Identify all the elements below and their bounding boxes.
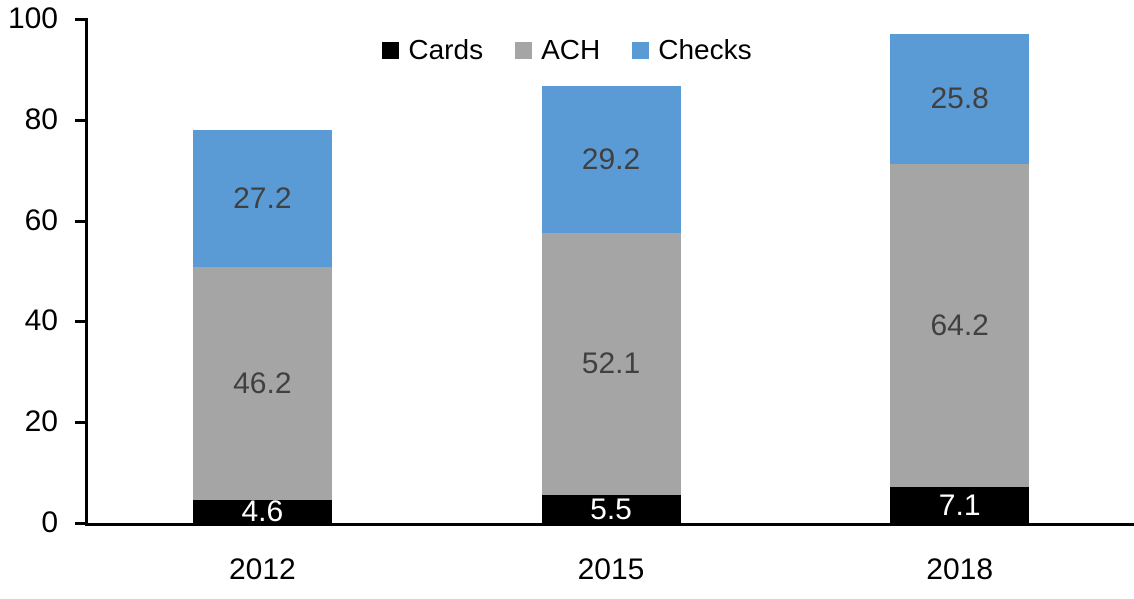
y-axis-tick	[75, 421, 88, 425]
bar-segment-cards-2012: 4.6	[192, 496, 332, 527]
bar-value-label: 27.2	[233, 181, 292, 215]
bar-segment-cards-2018: 7.1	[890, 487, 1030, 523]
legend-label: Checks	[658, 34, 752, 65]
bar-value-label: 7.1	[938, 488, 981, 522]
x-axis-label: 2012	[228, 553, 296, 586]
y-axis-tick-label: 0	[41, 506, 58, 539]
y-axis-line	[85, 19, 88, 526]
legend-label: ACH	[541, 34, 601, 65]
bar-segment-checks-2018: 25.8	[890, 33, 1030, 164]
legend-item-ach: ACH	[515, 35, 600, 65]
y-axis-tick-label: 60	[24, 203, 58, 237]
legend: Cards ACH Checks	[0, 33, 1134, 67]
bar-value-label: 52.1	[581, 347, 641, 381]
bar-segment-cards-2015: 5.5	[541, 492, 681, 526]
legend-swatch-cards	[382, 41, 400, 59]
y-axis-tick-label: 40	[24, 304, 58, 338]
legend-item-checks: Checks	[632, 34, 752, 65]
y-axis-tick	[75, 219, 88, 223]
y-axis-tick	[75, 320, 88, 324]
bar-segment-checks-2012: 27.2	[192, 129, 332, 267]
bar-value-label: 4.6	[241, 494, 284, 528]
y-axis-tick	[75, 522, 88, 525]
legend-swatch-ach	[515, 41, 533, 59]
x-axis-label: 2015	[577, 553, 645, 586]
bar-value-label: 46.2	[233, 366, 292, 400]
legend-item-cards: Cards	[382, 35, 483, 65]
y-axis-tick	[75, 118, 88, 122]
bar-value-label: 29.2	[581, 142, 641, 176]
bar-value-label: 25.8	[930, 82, 989, 116]
legend-label: Cards	[408, 34, 484, 65]
x-axis-line	[85, 523, 1134, 526]
legend-swatch-checks	[632, 41, 650, 59]
y-axis-tick-label: 100	[7, 2, 58, 35]
bar-value-label: 5.5	[590, 492, 632, 526]
y-axis-tick-label: 20	[24, 405, 58, 439]
bar-segment-ach-2015: 52.1	[541, 232, 681, 496]
bar-segment-ach-2012: 46.2	[192, 266, 332, 500]
bar-segment-ach-2018: 64.2	[890, 163, 1030, 488]
bar-segment-checks-2015: 29.2	[541, 85, 681, 233]
y-axis-tick-label: 80	[24, 102, 58, 136]
x-axis-label: 2018	[926, 553, 994, 586]
y-axis-tick	[75, 18, 88, 21]
bar-value-label: 64.2	[930, 308, 989, 342]
